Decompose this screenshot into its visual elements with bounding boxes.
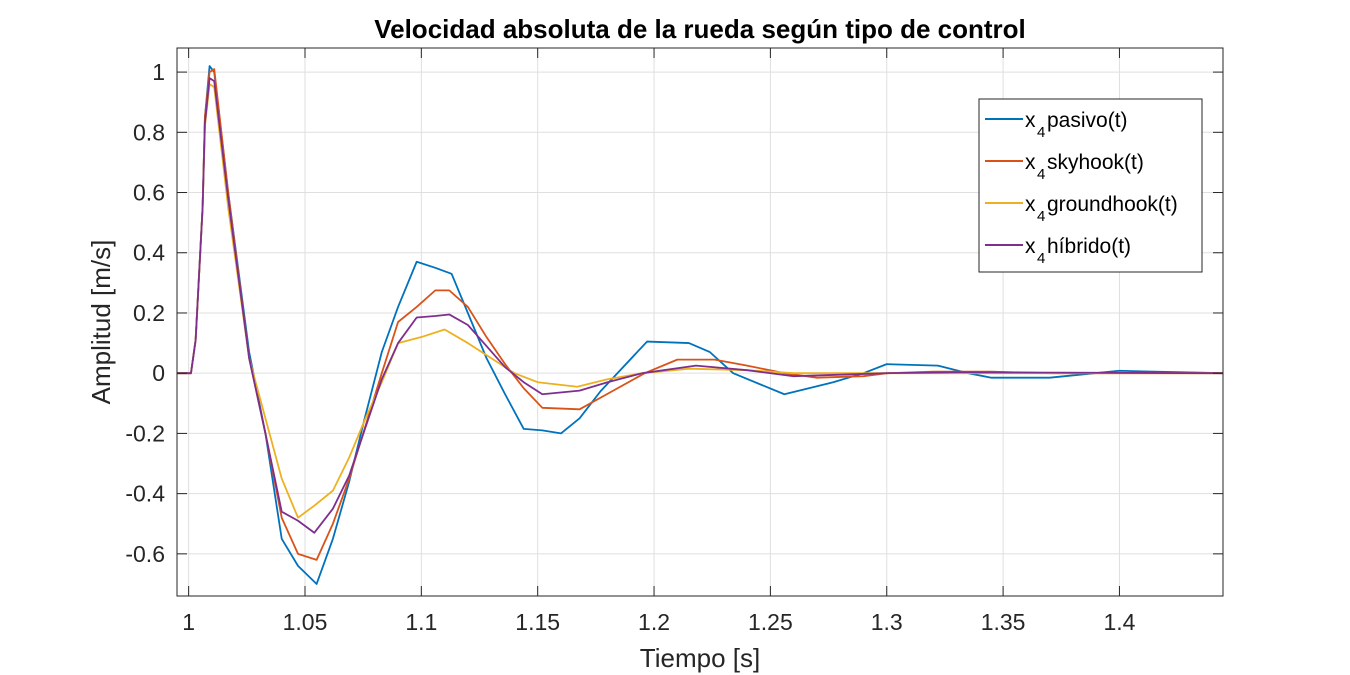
x-tick-label: 1.05 [283, 609, 328, 635]
x-tick-label: 1.25 [748, 609, 793, 635]
legend-label-subscript: 4 [1037, 250, 1045, 267]
y-tick-label: -0.4 [125, 481, 165, 507]
legend-label-subscript: 4 [1037, 208, 1045, 225]
x-tick-label: 1.1 [405, 609, 437, 635]
legend-label-subscript: 4 [1037, 166, 1045, 183]
legend-label-base: x [1025, 151, 1036, 174]
y-tick-label: 0.4 [133, 240, 165, 266]
legend-label: skyhook(t) [1047, 151, 1144, 174]
series-line [177, 77, 1223, 534]
legend-label: groundhook(t) [1047, 193, 1178, 216]
y-tick-label: 0.8 [133, 119, 165, 145]
chart-title: Velocidad absoluta de la rueda según tip… [374, 14, 1026, 44]
legend: x4pasivo(t)x4skyhook(t)x4groundhook(t)x4… [978, 98, 1203, 273]
x-tick-label: 1.2 [638, 609, 670, 635]
x-tick-label: 1.35 [981, 609, 1026, 635]
legend-label: híbrido(t) [1047, 235, 1131, 258]
y-tick-label: -0.6 [125, 541, 165, 567]
legend-label: pasivo(t) [1047, 109, 1128, 132]
x-tick-label: 1.15 [515, 609, 560, 635]
legend-label-base: x [1025, 193, 1036, 216]
y-tick-label: 1 [152, 59, 165, 85]
y-axis-title: Amplitud [m/s] [86, 240, 116, 405]
y-tick-label: 0.2 [133, 300, 165, 326]
series-lines [177, 65, 1223, 585]
axes-box [176, 47, 1224, 597]
ticks: 1 1.05 1.1 1.15 1.2 1.25 1.3 1.35 1.4 -0.6 -0.4 -0.… [125, 48, 1223, 635]
x-tick-label: 1.4 [1103, 609, 1135, 635]
legend-label-base: x [1025, 235, 1036, 258]
x-tick-label: 1 [182, 609, 195, 635]
y-tick-label: 0.6 [133, 180, 165, 206]
legend-box [978, 98, 1203, 273]
legend-label-base: x [1025, 109, 1036, 132]
x-axis-title: Tiempo [s] [640, 643, 760, 673]
y-tick-label: 0 [152, 360, 165, 386]
legend-label-subscript: 4 [1037, 124, 1045, 141]
y-tick-label: -0.2 [125, 420, 165, 446]
x-tick-label: 1.3 [871, 609, 903, 635]
